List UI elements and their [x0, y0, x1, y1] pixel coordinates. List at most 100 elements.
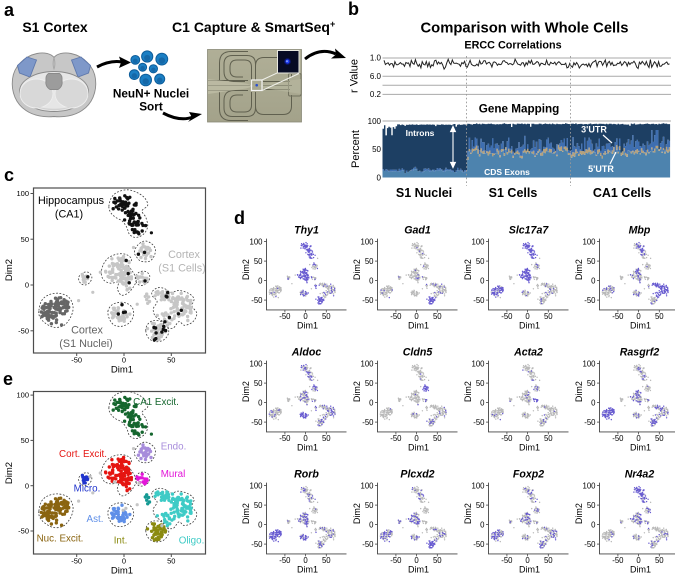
svg-text:S1 Nuclei: S1 Nuclei: [396, 186, 452, 200]
svg-text:Dim1: Dim1: [297, 442, 318, 452]
svg-text:100: 100: [360, 359, 374, 368]
svg-text:50: 50: [365, 379, 374, 388]
svg-text:Dim1: Dim1: [408, 564, 429, 574]
svg-text:Dim1: Dim1: [408, 320, 429, 330]
svg-text:-50: -50: [473, 540, 485, 549]
svg-text:0: 0: [480, 520, 485, 529]
svg-text:50: 50: [365, 501, 374, 510]
svg-text:100: 100: [368, 117, 382, 126]
svg-text:b: b: [348, 0, 359, 19]
svg-text:Dim2: Dim2: [574, 503, 584, 524]
svg-text:100: 100: [249, 359, 263, 368]
svg-text:Dim1: Dim1: [519, 564, 540, 574]
svg-text:c: c: [4, 165, 14, 185]
svg-text:-50: -50: [279, 312, 291, 321]
svg-text:50: 50: [322, 556, 331, 565]
svg-text:Dim2: Dim2: [4, 462, 15, 484]
svg-text:50: 50: [365, 257, 374, 266]
svg-text:-50: -50: [71, 557, 82, 566]
svg-text:0: 0: [258, 520, 263, 529]
svg-text:50: 50: [322, 312, 331, 321]
svg-text:0: 0: [369, 520, 374, 529]
svg-text:50: 50: [476, 379, 485, 388]
svg-text:50: 50: [587, 257, 596, 266]
svg-text:Dim1: Dim1: [630, 564, 651, 574]
svg-text:0: 0: [122, 557, 126, 566]
svg-text:50: 50: [655, 556, 664, 565]
svg-text:Gene Mapping: Gene Mapping: [479, 103, 560, 116]
svg-text:Dim1: Dim1: [630, 442, 651, 452]
svg-text:50: 50: [372, 145, 381, 154]
svg-text:50: 50: [544, 312, 553, 321]
svg-text:Cortex: Cortex: [71, 325, 103, 337]
svg-text:Dim1: Dim1: [111, 365, 133, 376]
svg-text:50: 50: [476, 501, 485, 510]
svg-text:Dim2: Dim2: [352, 259, 362, 280]
svg-text:100: 100: [249, 237, 263, 246]
svg-text:Int.: Int.: [114, 536, 128, 547]
svg-text:Dim1: Dim1: [519, 320, 540, 330]
svg-text:0: 0: [303, 556, 308, 565]
svg-text:Sort: Sort: [139, 100, 163, 114]
svg-text:CA1 Excit.: CA1 Excit.: [133, 397, 179, 408]
svg-text:50: 50: [544, 556, 553, 565]
svg-text:100: 100: [471, 359, 485, 368]
svg-text:Mbp: Mbp: [629, 224, 651, 236]
svg-text:0: 0: [480, 276, 485, 285]
svg-text:Slc17a7: Slc17a7: [509, 224, 550, 236]
svg-text:0: 0: [414, 434, 419, 443]
svg-text:50: 50: [476, 257, 485, 266]
svg-text:-50: -50: [251, 540, 263, 549]
svg-text:100: 100: [249, 481, 263, 490]
svg-text:Dim2: Dim2: [241, 503, 251, 524]
svg-text:50: 50: [254, 257, 263, 266]
svg-text:50: 50: [322, 434, 331, 443]
svg-text:-50: -50: [473, 296, 485, 305]
svg-text:Mural: Mural: [161, 469, 186, 480]
svg-text:-50: -50: [612, 556, 624, 565]
svg-text:-50: -50: [251, 296, 263, 305]
svg-text:Comparison with Whole Cells: Comparison with Whole Cells: [421, 21, 629, 37]
svg-text:-50: -50: [612, 434, 624, 443]
svg-text:100: 100: [360, 481, 374, 490]
svg-text:1.0: 1.0: [370, 54, 382, 63]
svg-text:-50: -50: [390, 434, 402, 443]
svg-text:50: 50: [21, 436, 29, 445]
svg-text:Micro.: Micro.: [74, 484, 101, 495]
svg-text:0: 0: [258, 276, 263, 285]
svg-text:-50: -50: [473, 418, 485, 427]
svg-text:50: 50: [167, 557, 175, 566]
svg-text:Cldn5: Cldn5: [403, 346, 434, 358]
svg-text:0: 0: [25, 481, 29, 490]
svg-text:d: d: [234, 208, 245, 228]
svg-text:0: 0: [258, 398, 263, 407]
svg-text:-50: -50: [390, 556, 402, 565]
svg-text:0: 0: [122, 356, 126, 365]
svg-text:Rorb: Rorb: [294, 468, 319, 480]
svg-text:Plcxd2: Plcxd2: [400, 468, 434, 480]
svg-text:Cort. Excit.: Cort. Excit.: [59, 449, 107, 460]
svg-text:0: 0: [636, 434, 641, 443]
svg-text:Dim2: Dim2: [463, 259, 473, 280]
svg-text:+: +: [330, 19, 335, 29]
svg-text:-50: -50: [584, 418, 596, 427]
svg-text:-50: -50: [18, 527, 29, 536]
svg-text:Dim1: Dim1: [408, 442, 429, 452]
svg-text:3'UTR: 3'UTR: [581, 125, 607, 135]
svg-text:0: 0: [636, 312, 641, 321]
svg-text:Dim1: Dim1: [519, 442, 540, 452]
svg-text:0: 0: [525, 312, 530, 321]
svg-text:0: 0: [591, 276, 596, 285]
svg-text:0: 0: [369, 398, 374, 407]
svg-text:Thy1: Thy1: [294, 224, 319, 236]
svg-text:Dim2: Dim2: [574, 259, 584, 280]
svg-text:Dim2: Dim2: [241, 381, 251, 402]
svg-text:(CA1): (CA1): [55, 209, 83, 221]
svg-text:Dim2: Dim2: [352, 503, 362, 524]
svg-text:S1 Cells: S1 Cells: [489, 186, 538, 200]
svg-text:Endo.: Endo.: [161, 442, 187, 453]
svg-text:0: 0: [414, 556, 419, 565]
svg-text:-50: -50: [390, 312, 402, 321]
svg-text:Dim1: Dim1: [297, 564, 318, 574]
svg-text:0: 0: [377, 174, 382, 183]
